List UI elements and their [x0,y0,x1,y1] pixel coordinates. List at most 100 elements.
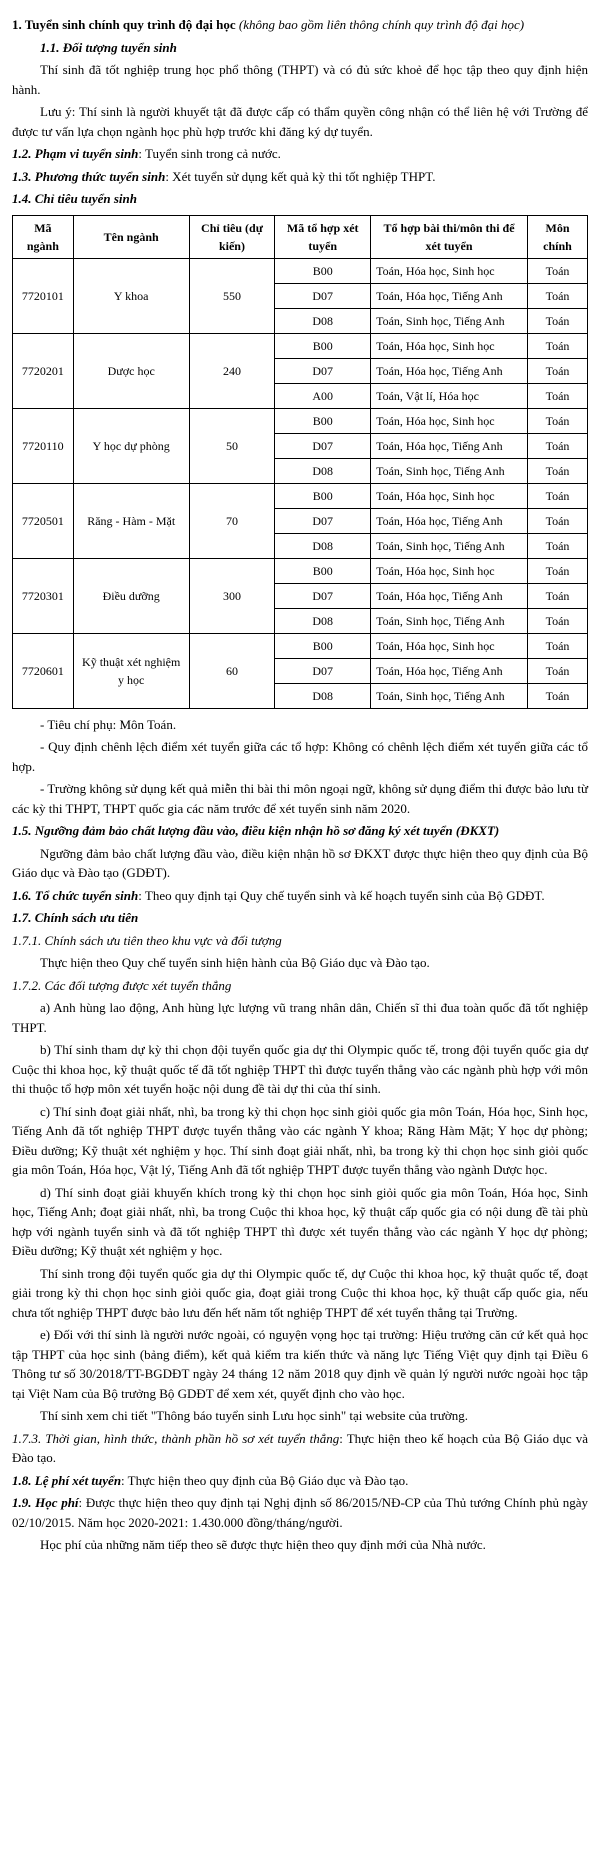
cell-mato: B00 [275,258,371,283]
cell-mon: Toán [528,358,588,383]
cell-name: Dược học [73,333,189,408]
cell-mon: Toán [528,458,588,483]
cell-mon: Toán [528,533,588,558]
cell-code: 7720201 [13,333,74,408]
table-header: Tổ hợp bài thi/môn thi để xét tuyển [371,215,528,258]
cell-mon: Toán [528,583,588,608]
section-1-1-title: 1.1. Đối tượng tuyển sinh [12,38,588,58]
section-1-5-title: 1.5. Ngưỡng đảm bảo chất lượng đầu vào, … [12,821,588,841]
post-table-1: - Tiêu chí phụ: Môn Toán. [12,715,588,735]
cell-mato: D07 [275,433,371,458]
cell-name: Kỹ thuật xét nghiệm y học [73,633,189,708]
cell-name: Răng - Hàm - Mặt [73,483,189,558]
table-row: 7720601Kỹ thuật xét nghiệm y học60B00Toá… [13,633,588,658]
cell-mato: D07 [275,658,371,683]
cell-mon: Toán [528,508,588,533]
cell-combo: Toán, Hóa học, Sinh học [371,258,528,283]
cell-combo: Toán, Hóa học, Sinh học [371,483,528,508]
table-row: 7720301Điều dưỡng300B00Toán, Hóa học, Si… [13,558,588,583]
table-row: 7720201Dược học240B00Toán, Hóa học, Sinh… [13,333,588,358]
section-1-1-p2: Lưu ý: Thí sinh là người khuyết tật đã đ… [12,102,588,141]
section-1-7-2-d: d) Thí sinh đoạt giải khuyến khích trong… [12,1183,588,1261]
cell-mon: Toán [528,683,588,708]
cell-mato: D08 [275,308,371,333]
cell-mato: D07 [275,358,371,383]
section-1-7-2-b: b) Thí sinh tham dự kỳ thi chọn đội tuyể… [12,1040,588,1099]
section-1-2: 1.2. Phạm vi tuyển sinh: Tuyển sinh tron… [12,144,588,164]
cell-quota: 240 [189,333,275,408]
section-1-7-title: 1.7. Chính sách ưu tiên [12,908,588,928]
cell-mon: Toán [528,558,588,583]
cell-mon: Toán [528,433,588,458]
cell-mon: Toán [528,383,588,408]
cell-name: Y học dự phòng [73,408,189,483]
cell-quota: 300 [189,558,275,633]
cell-code: 7720101 [13,258,74,333]
section-1-7-1-title: 1.7.1. Chính sách ưu tiên theo khu vực v… [12,931,588,951]
section-1-7-2-e: e) Đối với thí sinh là người nước ngoài,… [12,1325,588,1403]
section-1-6: 1.6. Tổ chức tuyển sinh: Theo quy định t… [12,886,588,906]
cell-quota: 50 [189,408,275,483]
cell-combo: Toán, Hóa học, Tiếng Anh [371,358,528,383]
cell-combo: Toán, Hóa học, Tiếng Anh [371,658,528,683]
cell-name: Y khoa [73,258,189,333]
cell-mon: Toán [528,258,588,283]
cell-combo: Toán, Sinh học, Tiếng Anh [371,533,528,558]
cell-combo: Toán, Hóa học, Sinh học [371,333,528,358]
cell-combo: Toán, Sinh học, Tiếng Anh [371,458,528,483]
section-1-1-p1: Thí sinh đã tốt nghiệp trung học phổ thô… [12,60,588,99]
table-header: Mã ngành [13,215,74,258]
section-1-7-2-d2: Thí sinh trong đội tuyển quốc gia dự thi… [12,1264,588,1323]
cell-combo: Toán, Hóa học, Sinh học [371,558,528,583]
cell-combo: Toán, Sinh học, Tiếng Anh [371,308,528,333]
table-header: Mã tổ hợp xét tuyển [275,215,371,258]
cell-code: 7720501 [13,483,74,558]
cell-mato: B00 [275,408,371,433]
cell-mon: Toán [528,633,588,658]
cell-mon: Toán [528,308,588,333]
cell-mon: Toán [528,608,588,633]
cell-mato: B00 [275,483,371,508]
cell-mon: Toán [528,658,588,683]
section-1-4-title: 1.4. Chỉ tiêu tuyển sinh [12,189,588,209]
cell-mato: D07 [275,283,371,308]
table-header: Tên ngành [73,215,189,258]
cell-mato: D07 [275,508,371,533]
section-1-7-3: 1.7.3. Thời gian, hình thức, thành phần … [12,1429,588,1468]
table-row: 7720110Y học dự phòng50B00Toán, Hóa học,… [13,408,588,433]
section-1-3: 1.3. Phương thức tuyển sinh: Xét tuyển s… [12,167,588,187]
section-1-8: 1.8. Lệ phí xét tuyển: Thực hiện theo qu… [12,1471,588,1491]
cell-mato: B00 [275,333,371,358]
cell-quota: 550 [189,258,275,333]
section-1-9: 1.9. Học phí: Được thực hiện theo quy đị… [12,1493,588,1532]
cell-mato: D08 [275,458,371,483]
table-row: 7720501Răng - Hàm - Mặt70B00Toán, Hóa họ… [13,483,588,508]
section-1-7-2-c: c) Thí sinh đoạt giải nhất, nhì, ba tron… [12,1102,588,1180]
section-1-7-2-a: a) Anh hùng lao động, Anh hùng lực lượng… [12,998,588,1037]
table-header: Môn chính [528,215,588,258]
cell-mato: B00 [275,558,371,583]
post-table-3: - Trường không sử dụng kết quả miễn thi … [12,779,588,818]
section-1-5-p: Ngưỡng đảm bảo chất lượng đầu vào, điều … [12,844,588,883]
table-header: Chỉ tiêu (dự kiến) [189,215,275,258]
cell-mato: A00 [275,383,371,408]
cell-quota: 70 [189,483,275,558]
heading-1: 1. Tuyển sinh chính quy trình độ đại học… [12,15,588,35]
admission-table: Mã ngànhTên ngànhChỉ tiêu (dự kiến)Mã tổ… [12,215,588,709]
post-table-2: - Quy định chênh lệch điểm xét tuyển giữ… [12,737,588,776]
cell-mon: Toán [528,483,588,508]
cell-combo: Toán, Hóa học, Tiếng Anh [371,283,528,308]
section-1-7-2-e2: Thí sinh xem chi tiết "Thông báo tuyển s… [12,1406,588,1426]
cell-code: 7720301 [13,558,74,633]
table-row: 7720101Y khoa550B00Toán, Hóa học, Sinh h… [13,258,588,283]
cell-mon: Toán [528,283,588,308]
cell-code: 7720110 [13,408,74,483]
cell-mato: D08 [275,608,371,633]
cell-combo: Toán, Hóa học, Tiếng Anh [371,433,528,458]
section-1-9-p2: Học phí của những năm tiếp theo sẽ được … [12,1535,588,1555]
cell-combo: Toán, Hóa học, Sinh học [371,633,528,658]
cell-mato: D07 [275,583,371,608]
cell-mato: D08 [275,533,371,558]
cell-combo: Toán, Hóa học, Tiếng Anh [371,583,528,608]
cell-combo: Toán, Vật lí, Hóa học [371,383,528,408]
